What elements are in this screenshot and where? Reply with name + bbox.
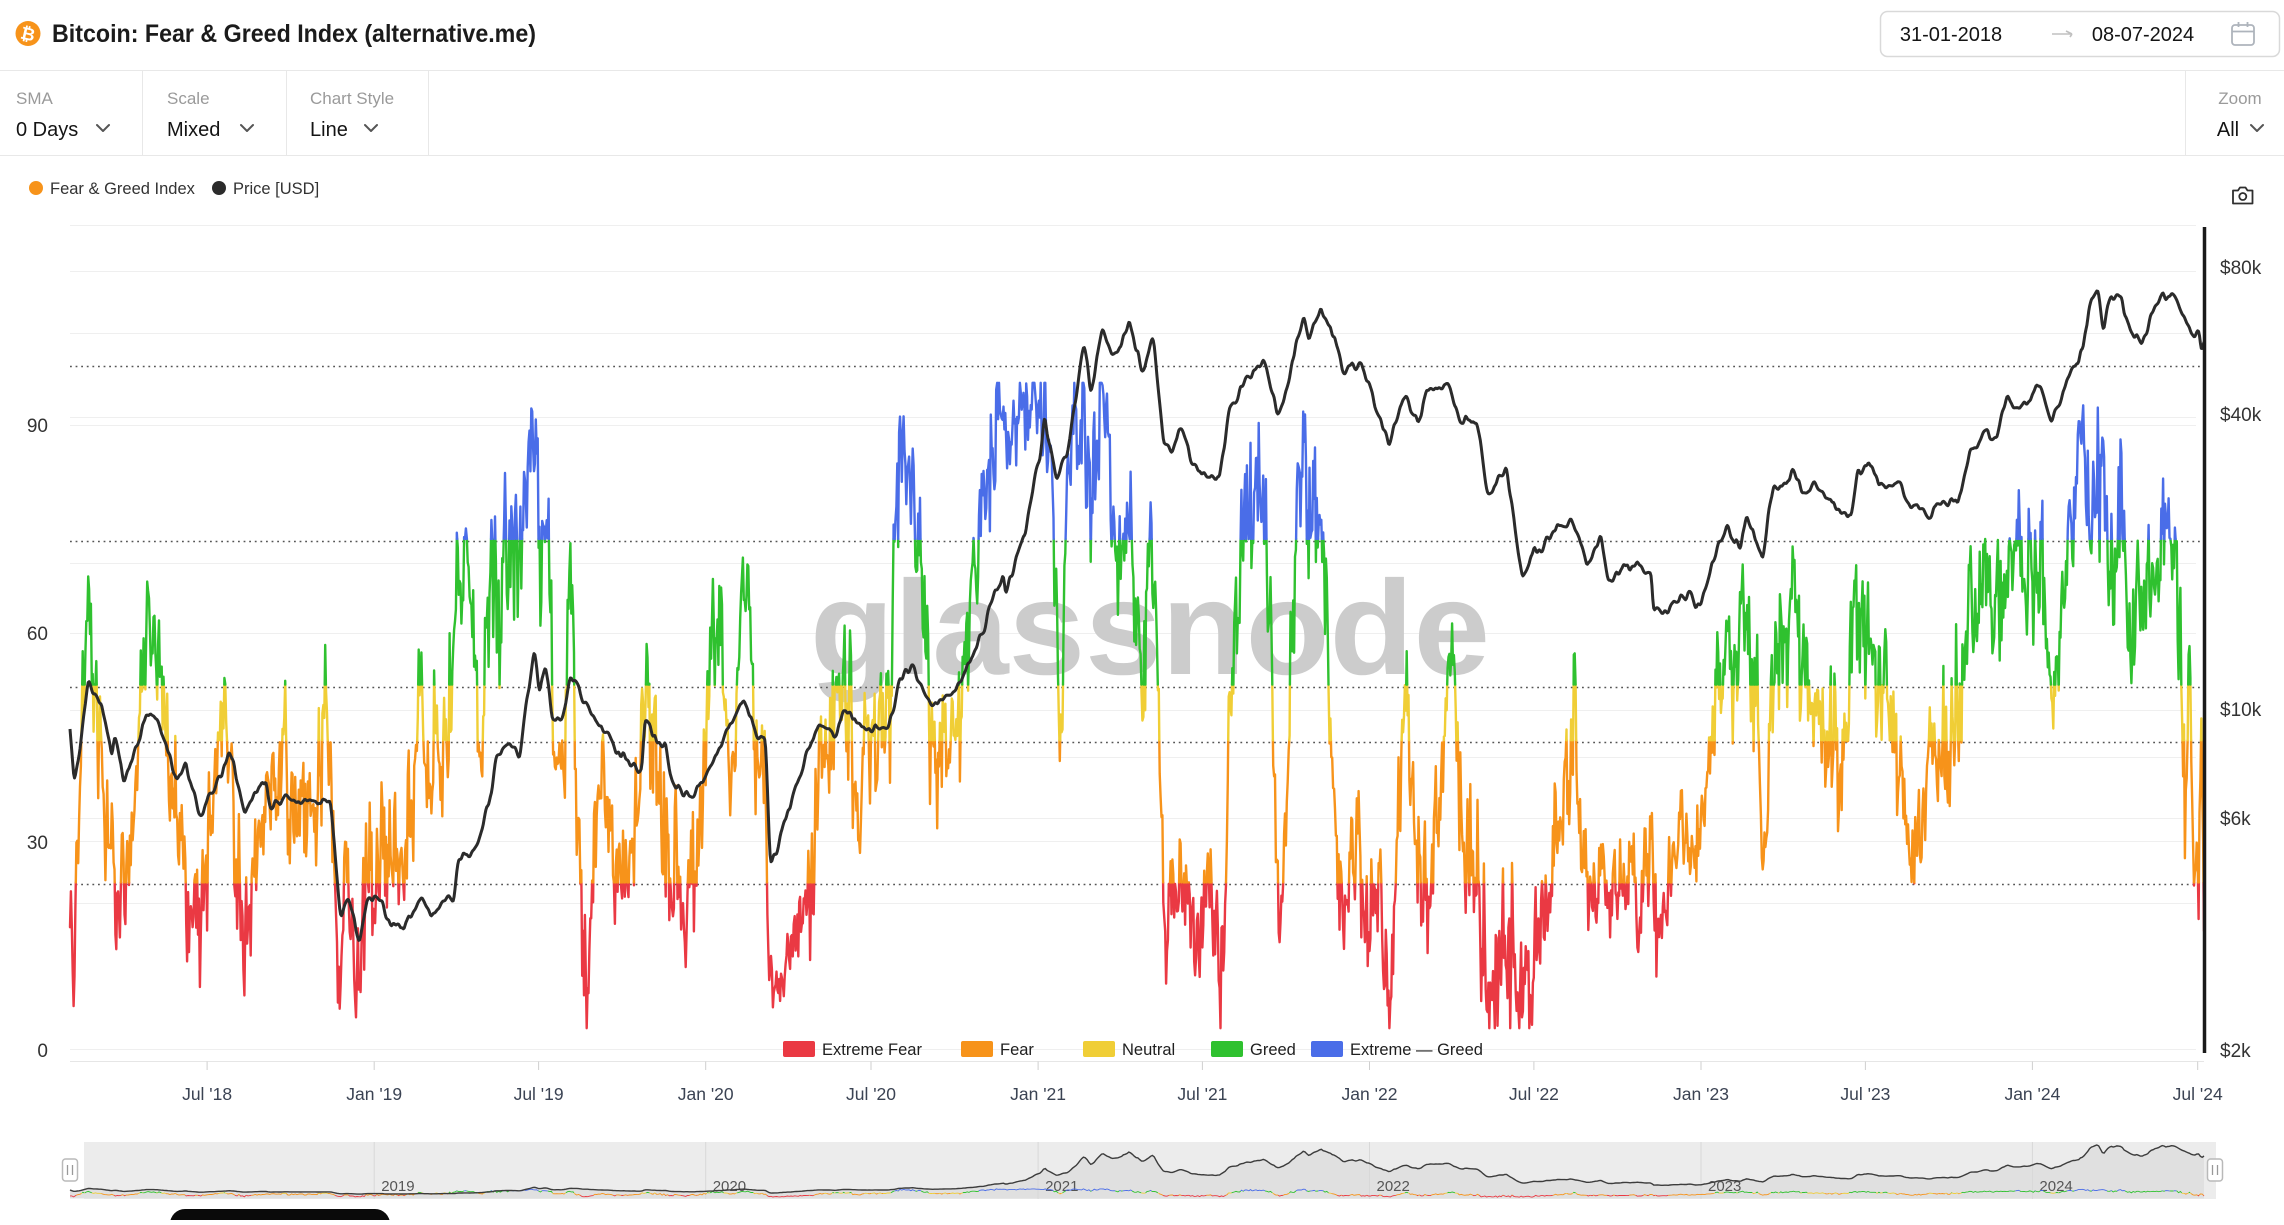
svg-text:2024: 2024 [2039,1178,2072,1195]
svg-text:30: 30 [27,833,48,854]
svg-text:Greed: Greed [1250,1041,1296,1059]
svg-text:$10k: $10k [2220,700,2262,721]
svg-text:Fear: Fear [1000,1041,1034,1059]
svg-text:Bitcoin: Fear & Greed Index (a: Bitcoin: Fear & Greed Index (alternative… [52,20,536,48]
svg-text:Mixed: Mixed [167,119,220,141]
svg-text:2019: 2019 [381,1178,414,1195]
svg-text:Price [USD]: Price [USD] [233,180,319,198]
svg-text:$40k: $40k [2220,405,2262,426]
svg-text:Jul '24: Jul '24 [2173,1084,2223,1104]
svg-text:31-01-2018: 31-01-2018 [1900,24,2002,46]
svg-text:60: 60 [27,624,48,645]
svg-text:Jul '18: Jul '18 [182,1084,232,1104]
svg-text:glassnode: glassnode [810,554,1490,703]
svg-text:Jan '20: Jan '20 [678,1084,734,1104]
svg-text:Scale: Scale [167,89,210,108]
svg-text:2022: 2022 [1377,1178,1410,1195]
svg-text:Jan '23: Jan '23 [1673,1084,1729,1104]
svg-text:Neutral: Neutral [1122,1041,1175,1059]
svg-text:Jan '24: Jan '24 [2004,1084,2060,1104]
svg-text:Extreme — Greed: Extreme — Greed [1350,1041,1483,1059]
svg-text:Jul '20: Jul '20 [846,1084,896,1104]
svg-text:0: 0 [37,1041,48,1062]
svg-text:Jan '19: Jan '19 [346,1084,402,1104]
svg-text:$6k: $6k [2220,809,2251,830]
svg-text:Jan '21: Jan '21 [1010,1084,1066,1104]
svg-text:Jul '22: Jul '22 [1509,1084,1559,1104]
svg-text:0 Days: 0 Days [16,119,78,141]
svg-text:SMA: SMA [16,89,54,108]
svg-text:$2k: $2k [2220,1041,2251,1062]
svg-text:Chart Style: Chart Style [310,89,394,108]
svg-text:Jan '22: Jan '22 [1342,1084,1398,1104]
svg-text:All: All [2217,119,2239,141]
svg-text:90: 90 [27,416,48,437]
svg-text:$80k: $80k [2220,258,2262,279]
svg-text:Jul '21: Jul '21 [1177,1084,1227,1104]
svg-text:Extreme Fear: Extreme Fear [822,1041,922,1059]
svg-text:Jul '23: Jul '23 [1840,1084,1890,1104]
svg-text:Fear & Greed Index: Fear & Greed Index [50,180,196,198]
svg-text:₿: ₿ [19,23,37,46]
svg-text:Jul '19: Jul '19 [514,1084,564,1104]
svg-text:2021: 2021 [1045,1178,1078,1195]
svg-text:Line: Line [310,119,348,141]
svg-text:Zoom: Zoom [2218,89,2261,108]
svg-text:08-07-2024: 08-07-2024 [2092,24,2194,46]
